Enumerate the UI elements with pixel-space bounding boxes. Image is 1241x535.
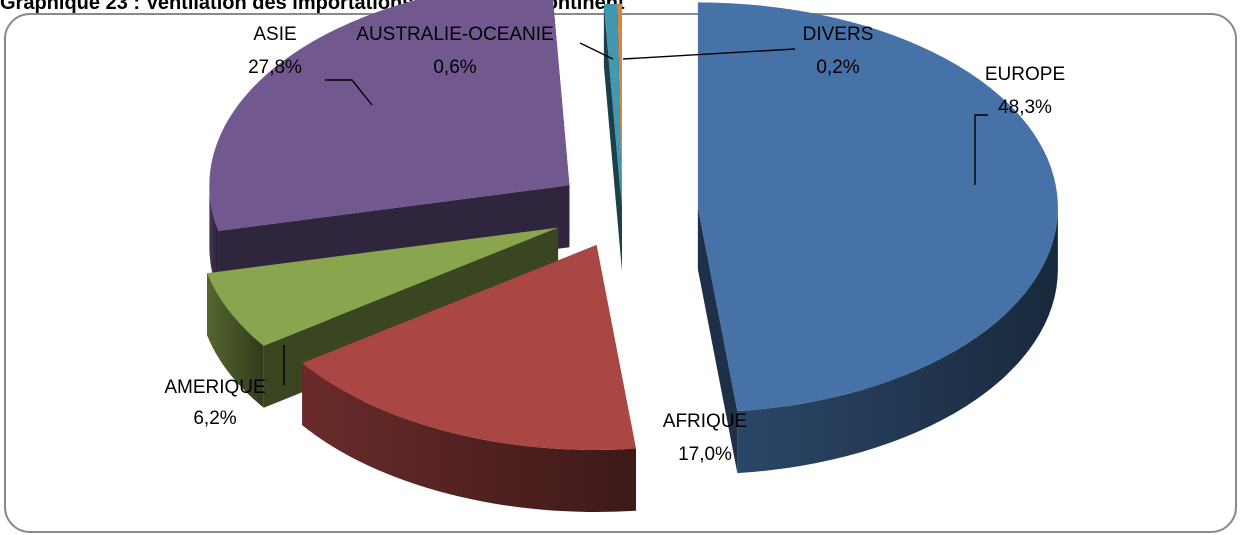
leader-lines — [283, 42, 988, 385]
slice-afrique — [302, 245, 636, 513]
slice-europe-wall — [737, 207, 1058, 474]
label-divers-value: 0,2% — [816, 57, 859, 78]
label-europe-value: 48,3% — [998, 97, 1052, 118]
slice-afrique-wall — [302, 363, 636, 513]
slice-europe — [697, 2, 1058, 474]
label-asie-name: ASIE — [253, 24, 296, 45]
slice-afrique-top — [302, 245, 636, 451]
slice-europe-side-b — [697, 207, 738, 474]
slice-europe-top — [697, 2, 1058, 412]
leader-line-australie-oceanie — [579, 42, 614, 60]
leader-line-asie — [325, 79, 373, 106]
slice-australie-oceanie — [603, 3, 622, 271]
slice-australie-oceanie-top — [603, 3, 622, 209]
slice-asie-wall — [209, 185, 219, 293]
leader-line-divers — [622, 48, 796, 60]
leader-line-europe — [974, 114, 988, 185]
label-europe-name: EUROPE — [985, 64, 1065, 85]
slice-asie-top — [209, 0, 570, 231]
label-asie-value: 27,8% — [248, 57, 302, 78]
pie-slices — [207, 0, 1058, 513]
label-amerique-name: AMERIQUE — [164, 377, 265, 398]
label-afrique-name: AFRIQUE — [663, 411, 747, 432]
slice-amerique-wall — [207, 273, 264, 408]
slice-labels: ASIE 27,8% AUSTRALIE-OCEANIE 0,6% DIVERS… — [164, 24, 1065, 465]
label-divers-name: DIVERS — [803, 24, 874, 45]
label-australie-oceanie-value: 0,6% — [433, 57, 476, 78]
slice-amerique-top — [207, 227, 559, 346]
slice-divers-top — [617, 3, 622, 209]
label-amerique-value: 6,2% — [193, 408, 236, 429]
label-australie-oceanie-name: AUSTRALIE-OCEANIE — [356, 24, 553, 45]
label-afrique-value: 17,0% — [678, 444, 732, 465]
slice-australie-oceanie-side-a — [603, 4, 622, 271]
